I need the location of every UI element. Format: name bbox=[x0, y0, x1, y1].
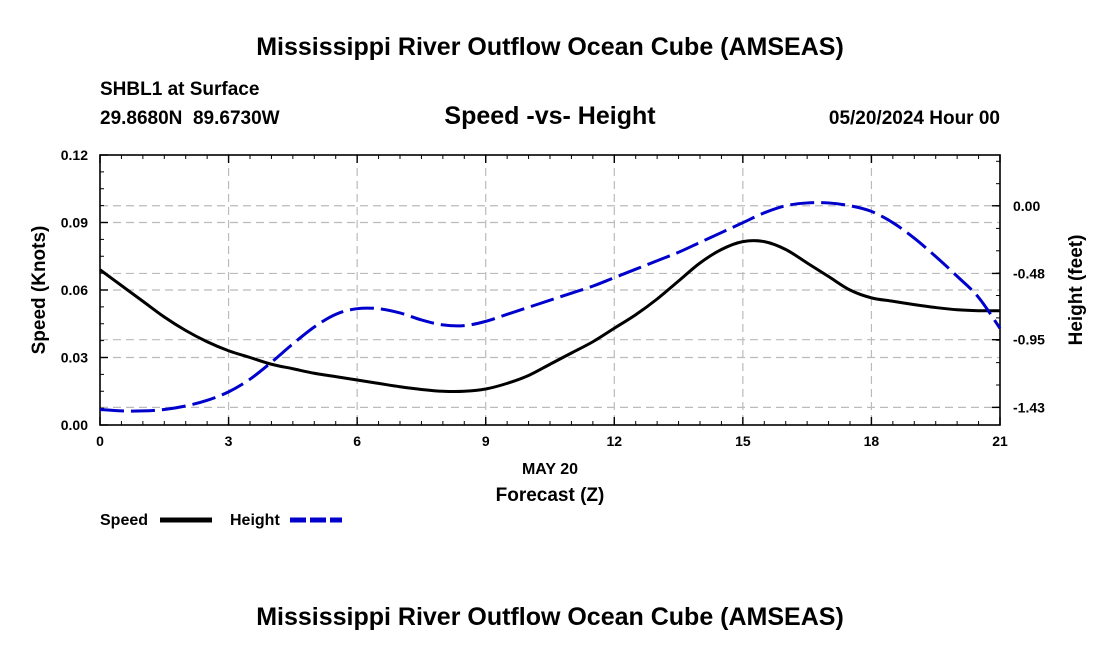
y2-axis-label: Height (feet) bbox=[1066, 235, 1087, 346]
y-tick-label: 0.06 bbox=[61, 282, 88, 298]
x-axis-label: Forecast (Z) bbox=[496, 485, 605, 506]
y-tick-label: 0.12 bbox=[61, 147, 88, 163]
y-tick-label: 0.03 bbox=[61, 350, 88, 366]
x-tick-label: 3 bbox=[225, 433, 233, 449]
x-tick-label: 0 bbox=[96, 433, 104, 449]
series-line-speed bbox=[99, 239, 1001, 394]
chart-title: Speed -vs- Height bbox=[444, 102, 656, 130]
y-tick-label: 0.09 bbox=[61, 215, 88, 231]
legend-speed-label: Speed bbox=[100, 512, 148, 529]
y-tick-label: 0.00 bbox=[61, 417, 88, 433]
y2-tick-label: -1.43 bbox=[1013, 399, 1045, 415]
x-axis-date-label: MAY 20 bbox=[522, 461, 578, 478]
x-tick-labels: 0 3 6 9 12 15 18 21 bbox=[96, 433, 1008, 449]
y2-tick-labels: -1.43 -0.95 -0.48 0.00 bbox=[1013, 198, 1045, 416]
plot-area bbox=[99, 154, 1001, 426]
footer-title: Mississippi River Outflow Ocean Cube (AM… bbox=[256, 603, 844, 631]
gridlines bbox=[100, 155, 1000, 425]
legend: Speed Height bbox=[100, 512, 342, 529]
station-label: SHBL1 at Surface bbox=[100, 79, 259, 100]
x-tick-label: 15 bbox=[735, 433, 751, 449]
y2-tick-label: -0.95 bbox=[1013, 332, 1045, 348]
x-tick-label: 21 bbox=[992, 433, 1008, 449]
legend-height-label: Height bbox=[230, 512, 280, 529]
x-tick-label: 6 bbox=[353, 433, 361, 449]
y2-tick-label: -0.48 bbox=[1013, 265, 1045, 281]
coordinates-label: 29.8680N 89.6730W bbox=[100, 108, 280, 129]
series-lines bbox=[99, 201, 1002, 413]
y-axis-label: Speed (Knots) bbox=[29, 226, 50, 355]
forecast-date-label: 05/20/2024 Hour 00 bbox=[829, 108, 1000, 129]
y2-tick-label: 0.00 bbox=[1013, 198, 1040, 214]
y-tick-labels: 0.00 0.03 0.06 0.09 0.12 bbox=[61, 147, 88, 433]
x-tick-label: 9 bbox=[482, 433, 490, 449]
series-line-height bbox=[99, 201, 1002, 413]
main-title: Mississippi River Outflow Ocean Cube (AM… bbox=[256, 33, 844, 61]
x-tick-label: 12 bbox=[606, 433, 622, 449]
x-tick-label: 18 bbox=[864, 433, 880, 449]
